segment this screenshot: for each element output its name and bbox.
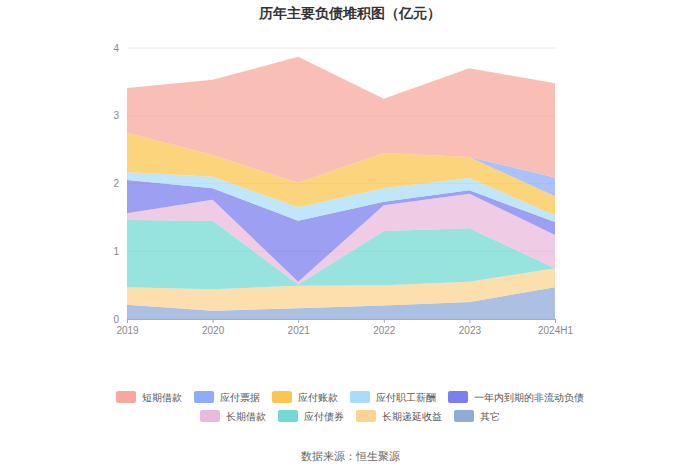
y-axis: 0 1 2 3 4 — [113, 43, 127, 325]
y-tick-label: 1 — [113, 246, 119, 257]
legend-label: 长期借款 — [226, 411, 266, 422]
grid-line — [127, 48, 555, 49]
y-tick-label: 4 — [113, 43, 119, 54]
legend-swatch — [194, 391, 214, 403]
x-tick-label: 2023 — [459, 325, 482, 336]
grid — [127, 48, 555, 319]
x-tick-label: 2019 — [116, 325, 139, 336]
source: 数据来源：恒生聚源 — [301, 450, 400, 463]
y-tick: 4 — [113, 43, 127, 54]
legend-label: 其它 — [480, 411, 500, 422]
legend-swatch — [454, 410, 474, 422]
x-tick-mark — [469, 319, 470, 323]
y-tick: 3 — [113, 110, 127, 121]
x-axis: 2019 2020 2021 2022 2023 2024H1 — [116, 319, 573, 336]
legend-label: 应付票据 — [220, 392, 260, 403]
legend-label: 应付债券 — [304, 411, 344, 422]
legend: 短期借款 应付票据 应付账款 应付职工薪酬 一年内到期的非流动负债长期借款 应付债券 长期递… — [116, 391, 584, 422]
x-tick: 2023 — [459, 319, 482, 336]
y-tick-label: 3 — [113, 110, 119, 121]
legend-swatch — [356, 410, 376, 422]
x-tick-mark — [555, 319, 556, 323]
y-tick: 2 — [113, 178, 127, 189]
legend-label: 应付职工薪酬 — [376, 392, 436, 403]
x-tick: 2019 — [116, 319, 139, 336]
title: 历年主要负债堆积图（亿元） — [258, 5, 441, 21]
legend-swatch — [116, 391, 136, 403]
areas — [127, 57, 555, 319]
x-tick-label: 2024H1 — [538, 325, 573, 336]
legend-swatch — [350, 391, 370, 403]
legend-label: 短期借款 — [142, 392, 182, 403]
x-tick-mark — [384, 319, 385, 323]
x-tick-label: 2022 — [373, 325, 396, 336]
x-tick-label: 2020 — [202, 325, 225, 336]
x-tick-mark — [213, 319, 214, 323]
area-series — [127, 57, 555, 183]
y-axis-line — [127, 49, 128, 320]
y-tick: 1 — [113, 246, 127, 257]
x-tick-label: 2021 — [288, 325, 311, 336]
legend-label: 应付账款 — [298, 392, 338, 403]
x-tick: 2020 — [202, 319, 225, 336]
x-axis-line — [128, 320, 556, 324]
x-tick: 2022 — [373, 319, 396, 336]
legend-label: 一年内到期的非流动负债 — [474, 392, 584, 403]
x-tick: 2024H1 — [538, 319, 573, 336]
x-tick-mark — [127, 319, 128, 323]
legend-swatch — [200, 410, 220, 422]
y-tick-label: 2 — [113, 178, 119, 189]
y-tick: 0 — [113, 314, 127, 325]
legend-label: 长期递延收益 — [382, 411, 442, 422]
legend-swatch — [448, 391, 468, 403]
legend-swatch — [272, 391, 292, 403]
x-tick-mark — [298, 319, 299, 323]
y-tick-label: 0 — [113, 314, 119, 325]
x-tick: 2021 — [288, 319, 311, 336]
legend-swatch — [278, 410, 298, 422]
chart: 历年主要负债堆积图（亿元）012342019202020212022202320… — [0, 0, 700, 474]
